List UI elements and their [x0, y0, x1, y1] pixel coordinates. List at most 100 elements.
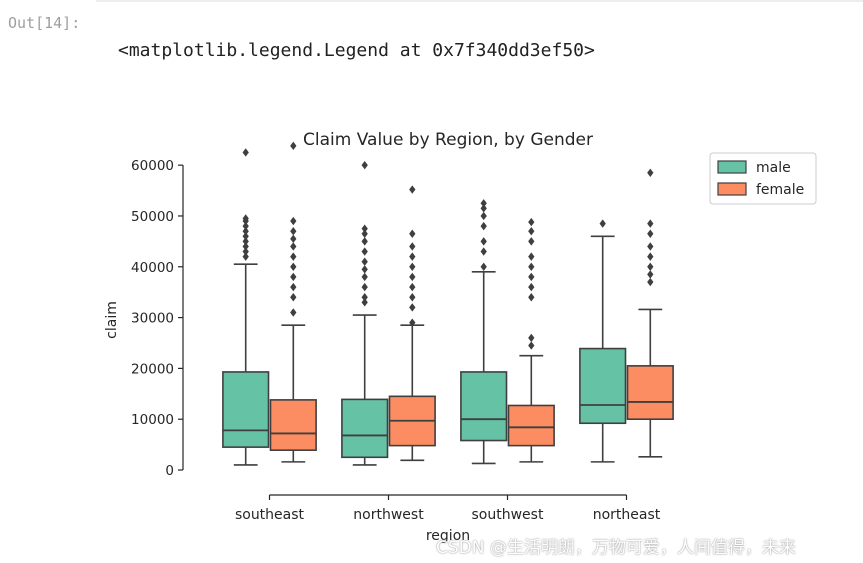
x-tick-label: southwest	[472, 507, 544, 523]
box-male-southeast	[222, 148, 270, 466]
flier-point	[528, 333, 535, 343]
output-text: <matplotlib.legend.Legend at 0x7f340dd3e…	[118, 40, 595, 61]
flier-point	[361, 229, 368, 238]
y-tick-label: 10000	[131, 412, 174, 428]
flier-point	[290, 252, 297, 261]
flier-point	[409, 262, 416, 271]
flier-point	[290, 262, 297, 271]
flier-point	[480, 247, 487, 256]
flier-point	[409, 293, 416, 302]
box-body	[222, 371, 270, 448]
legend-label-male: male	[756, 160, 791, 176]
flier-point	[242, 148, 249, 157]
box-female-southwest	[507, 217, 555, 463]
flier-point	[361, 160, 368, 170]
flier-point	[242, 227, 249, 236]
flier-point	[528, 262, 535, 271]
flier-point	[528, 217, 535, 227]
flier-point	[290, 293, 297, 302]
legend: male female	[709, 152, 817, 205]
y-tick-label: 50000	[131, 209, 174, 225]
flier-point	[290, 308, 297, 317]
flier-point	[480, 211, 487, 221]
flier-point	[647, 229, 654, 238]
flier-point	[480, 237, 487, 246]
flier-point	[480, 221, 487, 231]
box-body	[579, 347, 627, 425]
legend-swatch-female	[717, 182, 747, 196]
flier-point	[528, 252, 535, 261]
box-female-southeast	[269, 141, 317, 463]
flier-point	[647, 270, 654, 279]
y-tick-label: 0	[165, 463, 174, 479]
flier-point	[528, 272, 535, 282]
box-body	[341, 398, 389, 459]
box-male-northeast	[579, 219, 627, 463]
flier-point	[409, 272, 416, 282]
flier-point	[647, 277, 654, 287]
watermark-text: CSDN @生活明朗，万物可爱，人间值得，未来	[436, 538, 796, 558]
flier-point	[647, 252, 654, 261]
flier-point	[290, 234, 297, 244]
y-tick-label: 60000	[131, 158, 174, 174]
flier-point	[361, 282, 368, 292]
flier-point	[242, 232, 249, 241]
x-tick-label: northeast	[593, 507, 661, 523]
flier-point	[361, 293, 368, 302]
flier-point	[242, 221, 249, 231]
flier-point	[242, 237, 249, 246]
box-body	[626, 365, 674, 420]
flier-point	[409, 185, 416, 194]
output-prompt: Out[14]:	[8, 14, 81, 32]
flier-point	[647, 168, 654, 177]
x-tick-label: northwest	[353, 507, 424, 523]
legend-swatch-male	[717, 160, 747, 174]
flier-point	[361, 265, 368, 274]
flier-point	[480, 199, 487, 208]
flier-point	[361, 224, 368, 233]
box-series	[222, 141, 674, 466]
legend-label-female: female	[756, 182, 804, 198]
chart-title: Claim Value by Region, by Gender	[303, 130, 593, 150]
flier-point	[242, 252, 249, 261]
flier-point	[528, 237, 535, 246]
flier-point	[290, 242, 297, 251]
flier-point	[409, 229, 416, 238]
x-tick-label: southeast	[235, 507, 305, 523]
flier-point	[361, 257, 368, 266]
y-tick-label: 20000	[131, 361, 174, 377]
flier-point	[290, 227, 297, 236]
cell-top-border	[96, 0, 863, 2]
flier-point	[361, 298, 368, 307]
flier-point	[242, 214, 249, 223]
flier-point	[242, 242, 249, 251]
flier-point	[647, 262, 654, 271]
flier-point	[599, 219, 606, 228]
y-tick-label: 40000	[131, 260, 174, 276]
flier-point	[647, 219, 654, 228]
flier-point	[290, 272, 297, 282]
flier-point	[409, 318, 416, 327]
box-body	[269, 399, 317, 451]
flier-point	[242, 247, 249, 256]
flier-point	[528, 227, 535, 236]
box-female-northwest	[388, 185, 436, 462]
box-body	[507, 404, 555, 447]
flier-point	[290, 141, 297, 151]
flier-point	[480, 204, 487, 213]
x-axis: southeast northwest southwest northeast	[235, 494, 661, 523]
y-tick-label: 30000	[131, 311, 174, 327]
box-male-southwest	[460, 199, 508, 465]
flier-point	[480, 262, 487, 271]
flier-point	[409, 252, 416, 261]
flier-point	[409, 303, 416, 312]
box-female-northeast	[626, 168, 674, 458]
flier-point	[290, 282, 297, 292]
flier-point	[290, 216, 297, 226]
y-axis: 0 10000 20000 30000 40000 50000 60000	[131, 158, 184, 479]
flier-point	[528, 282, 535, 292]
flier-point	[409, 282, 416, 292]
flier-point	[409, 242, 416, 251]
box-body	[460, 371, 508, 442]
